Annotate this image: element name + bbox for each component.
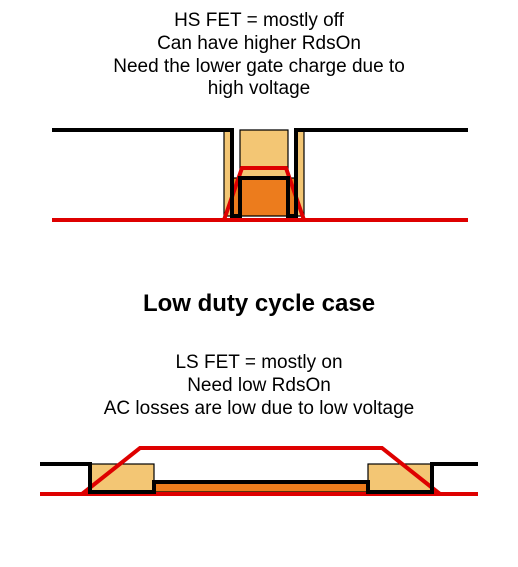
bottom-text-block: LS FET = mostly on Need low RdsOn AC los… xyxy=(0,352,518,420)
section-title-text: Low duty cycle case xyxy=(143,290,375,317)
section-title: Low duty cycle case xyxy=(0,290,518,318)
top-text-line-1: HS FET = mostly off xyxy=(0,10,518,33)
top-text-block: HS FET = mostly off Can have higher RdsO… xyxy=(0,10,518,101)
top-diagram-svg xyxy=(36,108,482,236)
bottom-text-line-2: Need low RdsOn xyxy=(0,375,518,398)
top-text-line-3: Need the lower gate charge due to xyxy=(0,56,518,79)
bottom-diagram-svg xyxy=(36,434,482,508)
bottom-text-line-1: LS FET = mostly on xyxy=(0,352,518,375)
top-text-line-4: high voltage xyxy=(0,78,518,101)
top-diagram xyxy=(36,108,482,241)
bottom-diagram xyxy=(36,434,482,513)
page: HS FET = mostly off Can have higher RdsO… xyxy=(0,0,518,567)
top-text-line-2: Can have higher RdsOn xyxy=(0,33,518,56)
bottom-text-line-3: AC losses are low due to low voltage xyxy=(0,398,518,421)
